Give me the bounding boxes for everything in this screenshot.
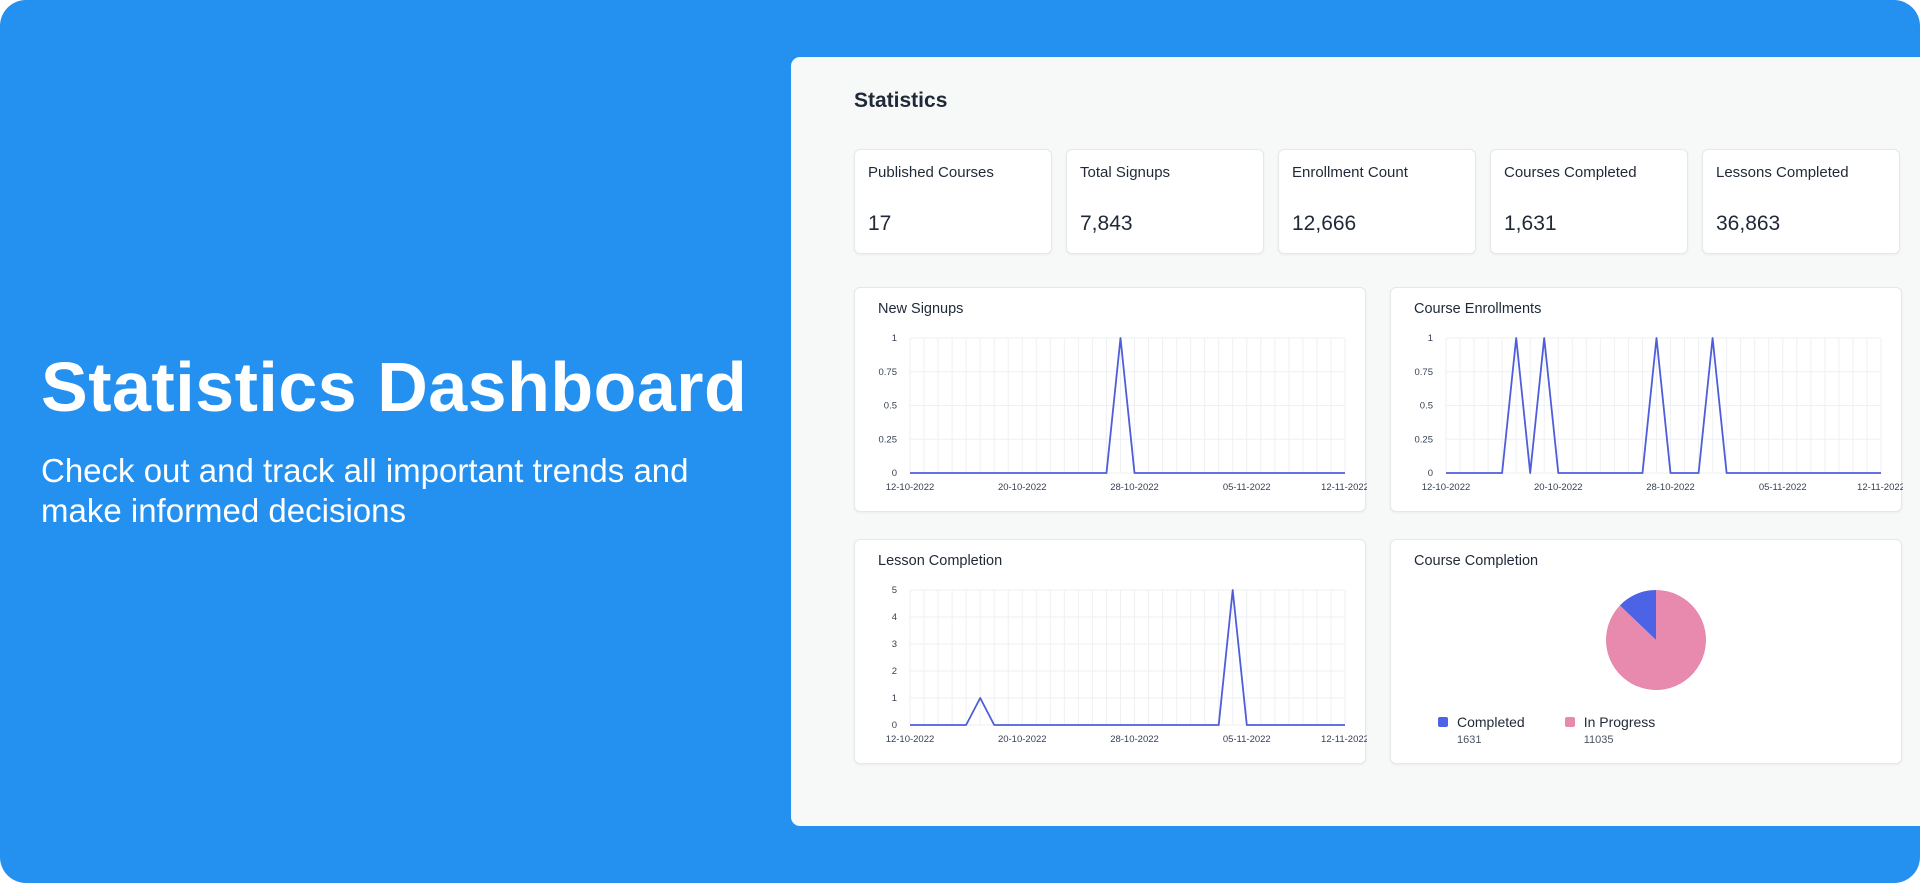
y-tick-label: 0.75 <box>1415 367 1434 378</box>
y-tick-label: 1 <box>892 333 897 344</box>
stat-value: 12,666 <box>1292 212 1356 236</box>
course-enrollments-chart: 0 0.25 0.5 0.75 1 12-10-2022 20-10-2022 28-10-2… <box>1391 288 1903 513</box>
hero-title: Statistics Dashboard <box>41 345 781 429</box>
x-tick-label: 12-11-2022 <box>1857 482 1903 493</box>
new-signups-chart: 0 0.25 0.5 0.75 1 12-10-2022 20-10-2022 28-10-2… <box>855 288 1367 513</box>
chart-card-course-completion: Course Completion Completed 1631 In Prog… <box>1390 539 1902 764</box>
pie-legend: Completed 1631 In Progress 11035 <box>1438 714 1655 746</box>
x-tick-label: 20-10-2022 <box>998 734 1047 745</box>
y-tick-label: 0.75 <box>879 367 898 378</box>
stat-value: 1,631 <box>1504 212 1557 236</box>
stat-label: Lessons Completed <box>1716 164 1849 181</box>
x-tick-label: 12-11-2022 <box>1321 482 1367 493</box>
legend-label: In Progress <box>1584 714 1656 730</box>
x-tick-label: 28-10-2022 <box>1110 734 1159 745</box>
legend-value: 1631 <box>1457 734 1525 746</box>
stat-value: 7,843 <box>1080 212 1133 236</box>
stat-card-lessons-completed: Lessons Completed 36,863 <box>1702 149 1900 254</box>
y-tick-label: 1 <box>1428 333 1433 344</box>
x-tick-label: 05-11-2022 <box>1223 734 1271 745</box>
legend-swatch <box>1565 717 1575 727</box>
stat-card-published-courses: Published Courses 17 <box>854 149 1052 254</box>
y-tick-label: 1 <box>892 693 897 704</box>
y-tick-label: 0 <box>892 720 897 731</box>
y-tick-label: 4 <box>892 612 897 623</box>
x-tick-label: 05-11-2022 <box>1223 482 1271 493</box>
x-tick-label: 12-10-2022 <box>886 734 935 745</box>
x-tick-label: 05-11-2022 <box>1759 482 1807 493</box>
y-tick-label: 0.25 <box>1415 434 1434 445</box>
stat-label: Total Signups <box>1080 164 1170 181</box>
stat-value: 17 <box>868 212 891 236</box>
y-tick-label: 0.5 <box>1420 401 1433 412</box>
legend-label: Completed <box>1457 714 1525 730</box>
x-tick-label: 28-10-2022 <box>1646 482 1695 493</box>
stat-card-total-signups: Total Signups 7,843 <box>1066 149 1264 254</box>
stat-label: Courses Completed <box>1504 164 1637 181</box>
x-tick-label: 12-10-2022 <box>886 482 935 493</box>
y-tick-label: 0.5 <box>884 401 897 412</box>
legend-item-in-progress: In Progress 11035 <box>1565 714 1656 746</box>
lesson-completion-chart: 0 1 2 3 4 5 12-10-2022 20-10-2022 28-10-2022 05-1… <box>855 540 1367 765</box>
chart-card-lesson-completion: Lesson Completion 01234512-10-202220-10-… <box>854 539 1366 764</box>
x-tick-label: 20-10-2022 <box>998 482 1047 493</box>
x-tick-label: 12-10-2022 <box>1422 482 1471 493</box>
legend-item-completed: Completed 1631 <box>1438 714 1525 746</box>
page-title: Statistics <box>854 89 947 113</box>
y-tick-label: 0 <box>892 468 897 479</box>
y-tick-label: 2 <box>892 666 897 677</box>
legend-value: 11035 <box>1584 734 1656 746</box>
stat-label: Published Courses <box>868 164 994 181</box>
chart-card-course-enrollments: Course Enrollments 00.250.50.75112-10-20… <box>1390 287 1902 512</box>
y-tick-label: 3 <box>892 639 897 650</box>
stat-card-enrollment-count: Enrollment Count 12,666 <box>1278 149 1476 254</box>
hero-subtitle: Check out and track all important trends… <box>41 451 761 531</box>
x-tick-label: 28-10-2022 <box>1110 482 1159 493</box>
y-tick-label: 0 <box>1428 468 1433 479</box>
stat-value: 36,863 <box>1716 212 1780 236</box>
stat-label: Enrollment Count <box>1292 164 1408 181</box>
statistics-panel: Statistics Published Courses 17 Total Si… <box>791 57 1920 826</box>
y-tick-label: 5 <box>892 585 897 596</box>
x-tick-label: 20-10-2022 <box>1534 482 1583 493</box>
stat-card-courses-completed: Courses Completed 1,631 <box>1490 149 1688 254</box>
y-tick-label: 0.25 <box>879 434 898 445</box>
series-line <box>910 590 1345 725</box>
x-tick-label: 12-11-2022 <box>1321 734 1367 745</box>
hero: Statistics Dashboard Check out and track… <box>41 345 781 531</box>
legend-swatch <box>1438 717 1448 727</box>
chart-card-new-signups: New Signups 00.250.50.75112-10-202220-10… <box>854 287 1366 512</box>
